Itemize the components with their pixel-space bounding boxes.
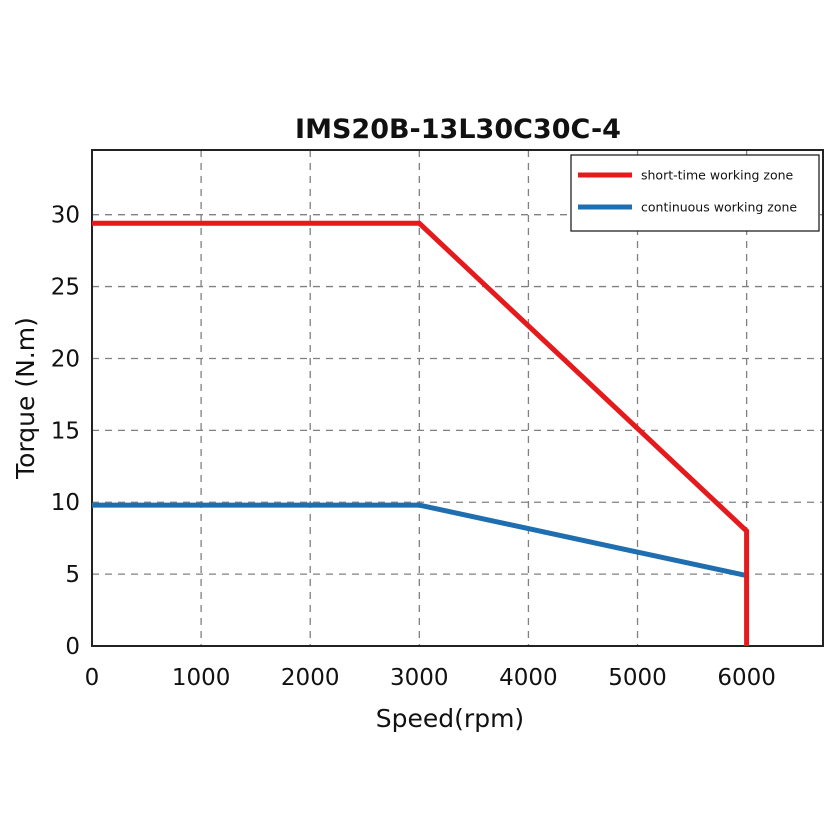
y-tick-label: 10 — [51, 490, 80, 516]
y-tick-label: 20 — [51, 346, 80, 372]
y-tick-label: 30 — [51, 203, 80, 229]
x-tick-label: 6000 — [717, 665, 776, 691]
x-tick-label: 4000 — [499, 665, 558, 691]
legend-label: continuous working zone — [641, 200, 797, 215]
series-line-short-time-working-zone — [92, 220, 750, 646]
series-line-continuous-working-zone — [92, 502, 748, 579]
grid-lines — [92, 150, 823, 646]
x-tick-label: 0 — [85, 665, 100, 691]
x-tick-label: 3000 — [390, 665, 449, 691]
x-axis-label: Speed(rpm) — [376, 704, 524, 733]
x-tick-label: 1000 — [172, 665, 231, 691]
legend: short-time working zone continuous workin… — [570, 154, 820, 232]
legend-box — [570, 154, 820, 232]
chart-title: IMS20B-13L30C30C-4 — [295, 114, 621, 145]
y-tick-label: 5 — [65, 562, 80, 588]
series-layer — [92, 220, 750, 646]
y-axis-label: Torque (N.m) — [11, 317, 40, 480]
plot-frame — [91, 149, 824, 647]
y-tick-label: 15 — [51, 418, 80, 444]
y-tick-label: 0 — [65, 634, 80, 660]
x-tick-label: 5000 — [608, 665, 667, 691]
y-tick-label: 25 — [51, 275, 80, 301]
legend-label: short-time working zone — [641, 168, 794, 183]
y-tick-labels: 0 5 10 15 20 25 30 — [51, 203, 80, 660]
x-tick-label: 2000 — [281, 665, 340, 691]
x-tick-labels: 0 1000 2000 3000 4000 5000 6000 — [85, 665, 776, 691]
